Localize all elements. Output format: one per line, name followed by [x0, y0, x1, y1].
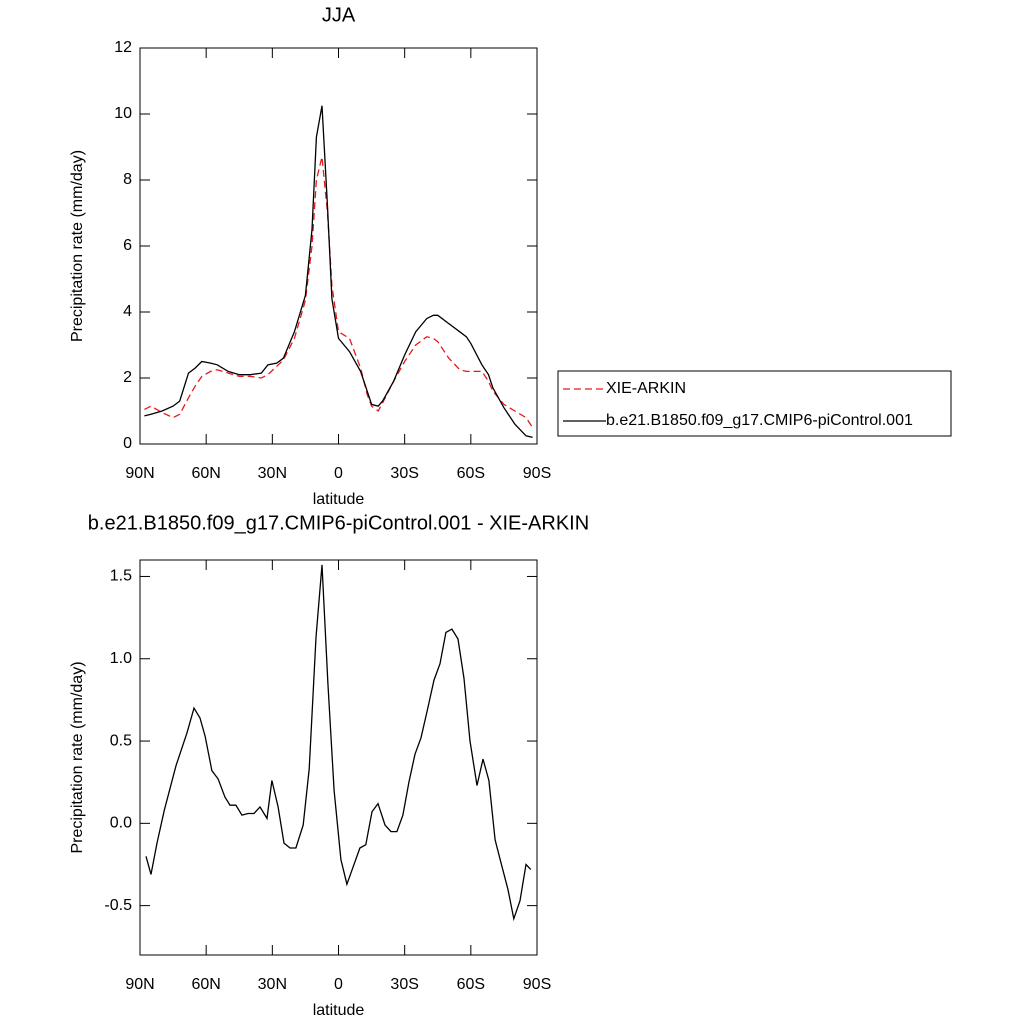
x-tick-label: 30S: [390, 465, 418, 482]
legend-box: [557, 370, 952, 437]
data-line: [144, 156, 534, 428]
data-line: [144, 105, 533, 439]
x-axis-label: latitude: [313, 491, 365, 508]
legend-label: b.e21.B1850.f09_g17.CMIP6-piControl.001: [606, 412, 913, 429]
y-tick-label: 4: [123, 303, 132, 320]
x-axis-label: latitude: [313, 1002, 365, 1019]
x-tick-label: 90N: [125, 465, 154, 482]
x-tick-label: 60S: [457, 465, 485, 482]
chart-title: b.e21.B1850.f09_g17.CMIP6-piControl.001 …: [88, 512, 589, 534]
y-axis-label: Precipitation rate (mm/day): [69, 661, 86, 853]
x-tick-label: 60N: [191, 976, 220, 993]
y-tick-label: -0.5: [104, 897, 132, 914]
y-tick-label: 12: [114, 39, 132, 56]
x-tick-label: 60S: [457, 976, 485, 993]
y-tick-label: 6: [123, 237, 132, 254]
y-tick-label: 2: [123, 369, 132, 386]
x-tick-label: 0: [334, 976, 343, 993]
y-tick-label: 1.0: [110, 650, 132, 667]
plot-frame: [139, 559, 538, 956]
y-tick-label: 0.0: [110, 815, 132, 832]
y-tick-label: 10: [114, 105, 132, 122]
y-tick-label: 8: [123, 171, 132, 188]
x-tick-label: 90S: [523, 465, 551, 482]
x-tick-label: 90N: [125, 976, 154, 993]
y-axis-label: Precipitation rate (mm/day): [69, 150, 86, 342]
y-tick-label: 1.5: [110, 568, 132, 585]
x-tick-label: 60N: [191, 465, 220, 482]
data-line: [145, 564, 532, 922]
y-tick-label: 0: [123, 435, 132, 452]
x-tick-label: 30N: [258, 976, 287, 993]
x-tick-label: 30S: [390, 976, 418, 993]
plot-frame: [139, 47, 538, 445]
x-tick-label: 0: [334, 465, 343, 482]
chart-title: JJA: [322, 4, 356, 26]
y-tick-label: 0.5: [110, 732, 132, 749]
legend-label: XIE-ARKIN: [606, 380, 686, 397]
x-tick-label: 30N: [258, 465, 287, 482]
x-tick-label: 90S: [523, 976, 551, 993]
